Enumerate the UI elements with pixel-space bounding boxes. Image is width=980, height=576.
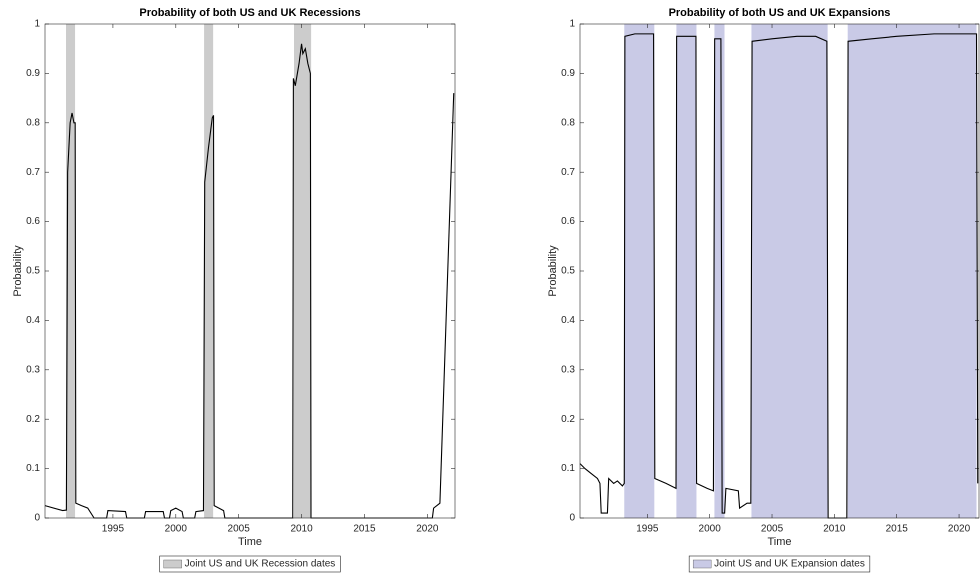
- y-tick-label: 0.8: [561, 117, 575, 128]
- y-tick-label: 0.6: [561, 216, 575, 227]
- shaded-range: [624, 24, 655, 518]
- x-tick-label: 2010: [823, 524, 846, 535]
- y-tick-label: 0.9: [561, 68, 575, 79]
- y-tick-label: 0.2: [26, 414, 40, 425]
- y-tick-label: 0.2: [561, 414, 575, 425]
- x-tick-label: 2010: [290, 524, 313, 535]
- shaded-range: [204, 24, 214, 518]
- axes-box: [44, 23, 456, 519]
- y-tick-label: 1: [569, 19, 575, 30]
- x-tick-label: 2020: [416, 524, 439, 535]
- x-tick-label: 2020: [948, 524, 971, 535]
- y-tick-label: 0.4: [561, 315, 575, 326]
- x-tick-label: 2000: [699, 524, 722, 535]
- legend-swatch: [692, 559, 712, 569]
- legend-box: [688, 555, 871, 573]
- y-tick-label: 0.7: [561, 167, 575, 178]
- y-tick-label: 0.9: [26, 68, 40, 79]
- x-tick-label: 2005: [761, 524, 784, 535]
- y-tick-label: 0.5: [26, 266, 40, 277]
- x-axis-label: Time: [767, 536, 791, 548]
- x-tick-label: 2005: [228, 524, 251, 535]
- shaded-range: [751, 24, 828, 518]
- y-tick-label: 0.7: [26, 167, 40, 178]
- x-tick-label: 1995: [636, 524, 659, 535]
- y-tick-label: 0.5: [561, 266, 575, 277]
- shaded-range: [294, 24, 312, 518]
- series-line: [44, 43, 455, 519]
- y-tick-label: 0.3: [26, 364, 40, 375]
- y-tick-label: 0.3: [561, 364, 575, 375]
- shaded-range: [676, 24, 697, 518]
- y-tick-label: 0.4: [26, 315, 40, 326]
- y-tick-label: 0.8: [26, 117, 40, 128]
- shaded-range: [847, 24, 977, 518]
- x-tick-label: 1995: [102, 524, 125, 535]
- y-tick-label: 1: [34, 19, 40, 30]
- chart-title: Probability of both US and UK Recessions: [139, 7, 360, 19]
- x-tick-label: 2015: [886, 524, 909, 535]
- axes-box: [579, 23, 980, 519]
- shaded-range: [714, 24, 725, 518]
- x-axis-label: Time: [238, 536, 262, 548]
- y-tick-label: 0.1: [26, 463, 40, 474]
- y-tick-label: 0.1: [561, 463, 575, 474]
- y-tick-label: 0.6: [26, 216, 40, 227]
- x-tick-label: 2015: [353, 524, 376, 535]
- legend-label: Joint US and UK Recession dates: [185, 559, 336, 570]
- series-line: [579, 33, 979, 519]
- y-axis-label: Probability: [12, 245, 24, 297]
- legend-swatch: [163, 559, 182, 569]
- y-tick-label: 0: [569, 513, 575, 524]
- chart-title: Probability of both US and UK Expansions: [669, 7, 891, 19]
- x-tick-label: 2000: [165, 524, 188, 535]
- shaded-range: [66, 24, 76, 518]
- legend-box: [159, 555, 341, 573]
- y-tick-label: 0: [34, 513, 40, 524]
- legend-label: Joint US and UK Expansion dates: [714, 559, 865, 570]
- y-axis-label: Probability: [547, 245, 559, 297]
